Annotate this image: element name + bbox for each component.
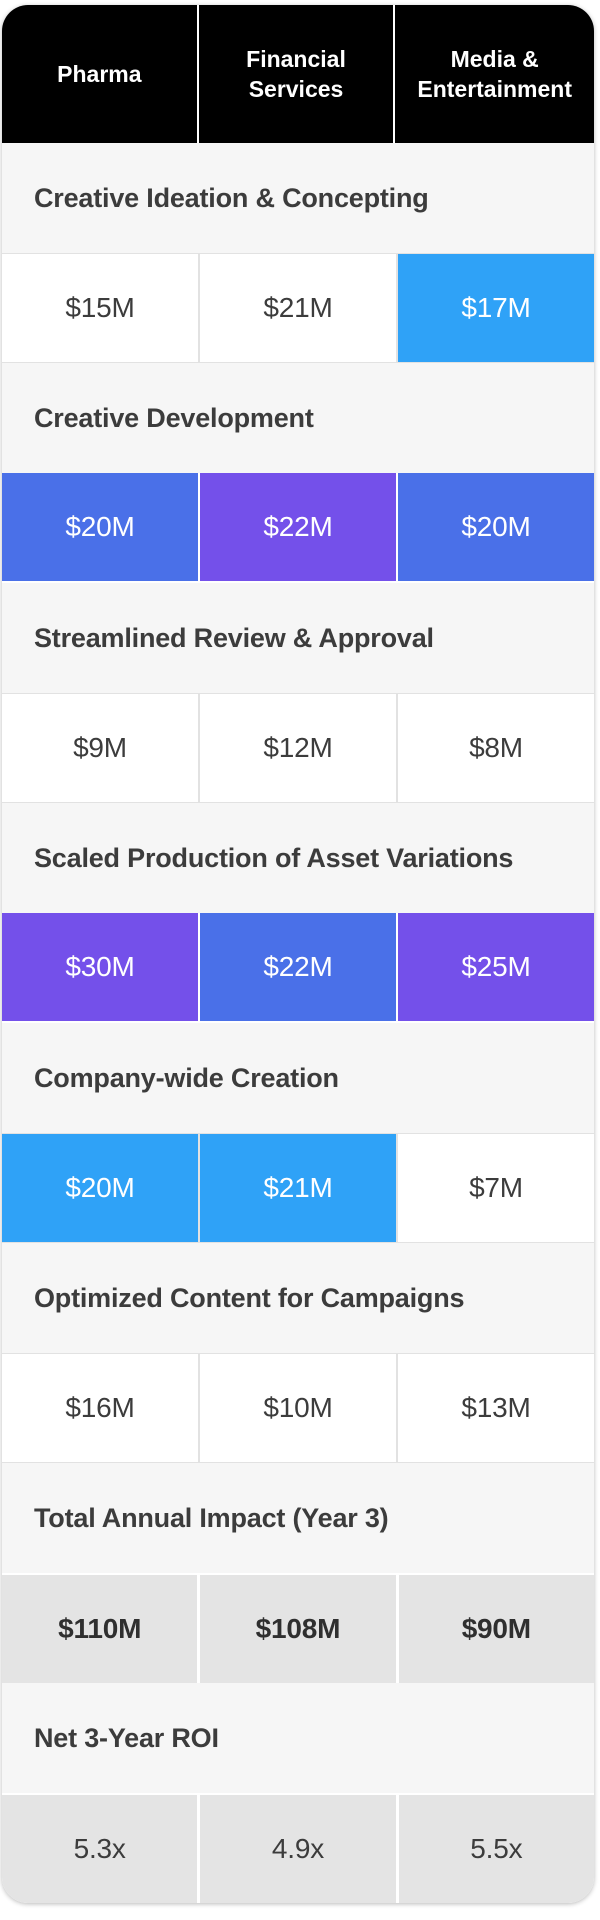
section-row-title: Total Annual Impact (Year 3) <box>2 1463 594 1573</box>
value-cell: $17M <box>398 254 594 362</box>
values-row: $9M $12M $8M <box>2 693 594 803</box>
value-cell: $15M <box>2 254 198 362</box>
column-header: Media & Entertainment <box>395 5 594 143</box>
value-cell: $25M <box>398 913 594 1021</box>
section-row-title: Scaled Production of Asset Variations <box>2 803 594 913</box>
values-row: 5.3x 4.9x 5.5x <box>2 1793 594 1903</box>
column-header: Pharma <box>2 5 197 143</box>
section-row-title: Streamlined Review & Approval <box>2 583 594 693</box>
value-cell: $7M <box>398 1134 594 1242</box>
value-cell: $12M <box>200 694 396 802</box>
value-cell: $20M <box>2 473 198 581</box>
values-row: $16M $10M $13M <box>2 1353 594 1463</box>
values-row: $110M $108M $90M <box>2 1573 594 1683</box>
roi-comparison-table: Pharma Financial Services Media & Entertai… <box>2 5 594 1903</box>
value-cell: $20M <box>2 1134 198 1242</box>
value-cell: $22M <box>200 473 396 581</box>
value-cell: 5.5x <box>398 1795 594 1903</box>
value-cell: $30M <box>2 913 198 1021</box>
value-cell: $21M <box>200 254 396 362</box>
value-cell: $110M <box>2 1575 198 1683</box>
value-cell: $16M <box>2 1354 198 1462</box>
value-cell: $13M <box>398 1354 594 1462</box>
section-row-title: Optimized Content for Campaigns <box>2 1243 594 1353</box>
value-cell: $21M <box>200 1134 396 1242</box>
section-row-title: Creative Development <box>2 363 594 473</box>
value-cell: $22M <box>200 913 396 1021</box>
section-row-title: Creative Ideation & Concepting <box>2 143 594 253</box>
values-row: $20M $21M $7M <box>2 1133 594 1243</box>
value-cell: $8M <box>398 694 594 802</box>
value-cell: $10M <box>200 1354 396 1462</box>
section-row-title: Net 3-Year ROI <box>2 1683 594 1793</box>
value-cell: $108M <box>200 1575 396 1683</box>
values-row: $15M $21M $17M <box>2 253 594 363</box>
column-header: Financial Services <box>198 5 394 143</box>
value-cell: 5.3x <box>2 1795 198 1903</box>
values-row: $20M $22M $20M <box>2 473 594 583</box>
table-header: Pharma Financial Services Media & Entertai… <box>2 5 594 143</box>
section-row-title: Company-wide Creation <box>2 1023 594 1133</box>
table-body: Creative Ideation & Concepting $15M $21M $1… <box>2 143 594 1903</box>
value-cell: 4.9x <box>200 1795 396 1903</box>
value-cell: $9M <box>2 694 198 802</box>
value-cell: $90M <box>398 1575 594 1683</box>
value-cell: $20M <box>398 473 594 581</box>
values-row: $30M $22M $25M <box>2 913 594 1023</box>
